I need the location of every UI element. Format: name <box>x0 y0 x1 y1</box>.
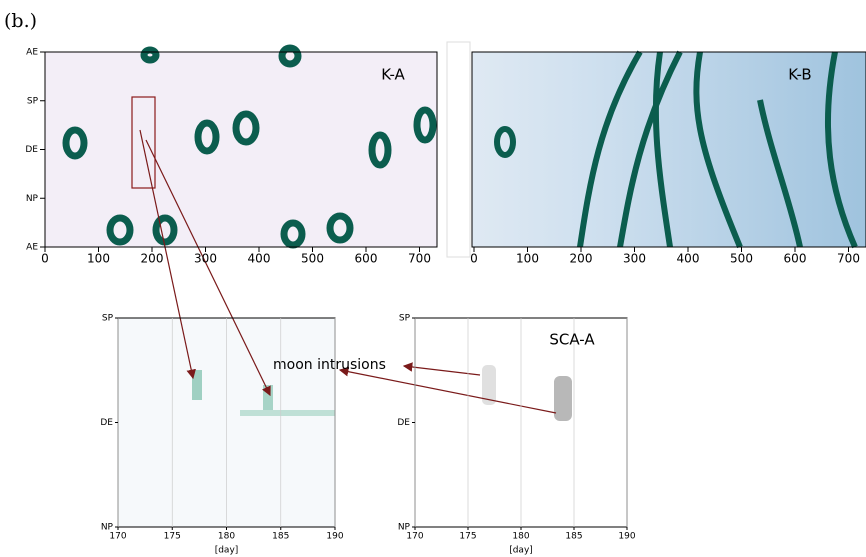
y-tick-label: DE <box>100 418 113 428</box>
panel-label: K-A <box>381 66 405 84</box>
heatmap-feature <box>192 370 202 400</box>
x-axis-label: [day] <box>509 546 533 556</box>
x-tick-label: 190 <box>326 532 343 542</box>
x-tick-label: 500 <box>730 252 753 266</box>
y-tick-label: DE <box>397 418 410 428</box>
x-tick-label: 400 <box>248 252 271 266</box>
x-axis-label: [day] <box>215 546 239 556</box>
heatmap-features <box>62 44 437 249</box>
panel-label: SCA-A <box>549 331 595 349</box>
x-tick-label: 185 <box>272 532 289 542</box>
heatmap-feature <box>263 385 273 415</box>
x-tick-label: 190 <box>618 532 635 542</box>
x-tick-label: 500 <box>301 252 324 266</box>
x-tick-label: 400 <box>677 252 700 266</box>
y-tick-label: AE <box>26 48 38 58</box>
selection-box <box>131 96 156 189</box>
x-tick-label: 600 <box>355 252 378 266</box>
y-tick-label: NP <box>101 523 114 533</box>
y-tick-label: SP <box>399 314 411 324</box>
x-tick-label: 700 <box>408 252 431 266</box>
x-tick-label: 185 <box>565 532 582 542</box>
x-tick-label: 0 <box>41 252 49 266</box>
y-tick-label: DE <box>25 145 38 155</box>
x-tick-label: 300 <box>194 252 217 266</box>
x-tick-label: 170 <box>406 532 423 542</box>
y-tick-label: NP <box>398 523 411 533</box>
x-tick-label: 180 <box>218 532 235 542</box>
heatmap <box>472 52 866 247</box>
x-tick-label: 175 <box>164 532 181 542</box>
panel-label: K-B <box>788 66 811 84</box>
plot-frame <box>471 51 866 248</box>
heatmap <box>45 52 437 247</box>
figure-label: (b.) <box>4 10 37 32</box>
y-tick-label: SP <box>102 314 114 324</box>
x-tick-label: 0 <box>470 252 478 266</box>
x-tick-label: 100 <box>516 252 539 266</box>
y-tick-label: AE <box>26 243 38 253</box>
spacer <box>446 41 471 258</box>
heatmap-features <box>494 50 858 249</box>
heatmap-feature <box>482 365 496 405</box>
x-tick-label: 600 <box>784 252 807 266</box>
x-tick-label: 700 <box>837 252 860 266</box>
annotation: moon intrusions <box>273 357 386 373</box>
arrows <box>139 129 557 414</box>
y-tick-label: NP <box>26 194 39 204</box>
x-tick-label: 200 <box>141 252 164 266</box>
y-tick-label: SP <box>27 96 39 106</box>
heatmap-feature <box>240 410 335 416</box>
x-tick-label: 170 <box>109 532 126 542</box>
x-tick-label: 100 <box>87 252 110 266</box>
x-tick-label: 300 <box>623 252 646 266</box>
heatmap-feature <box>554 376 572 421</box>
x-tick-label: 200 <box>570 252 593 266</box>
x-tick-label: 175 <box>459 532 476 542</box>
x-tick-label: 180 <box>512 532 529 542</box>
